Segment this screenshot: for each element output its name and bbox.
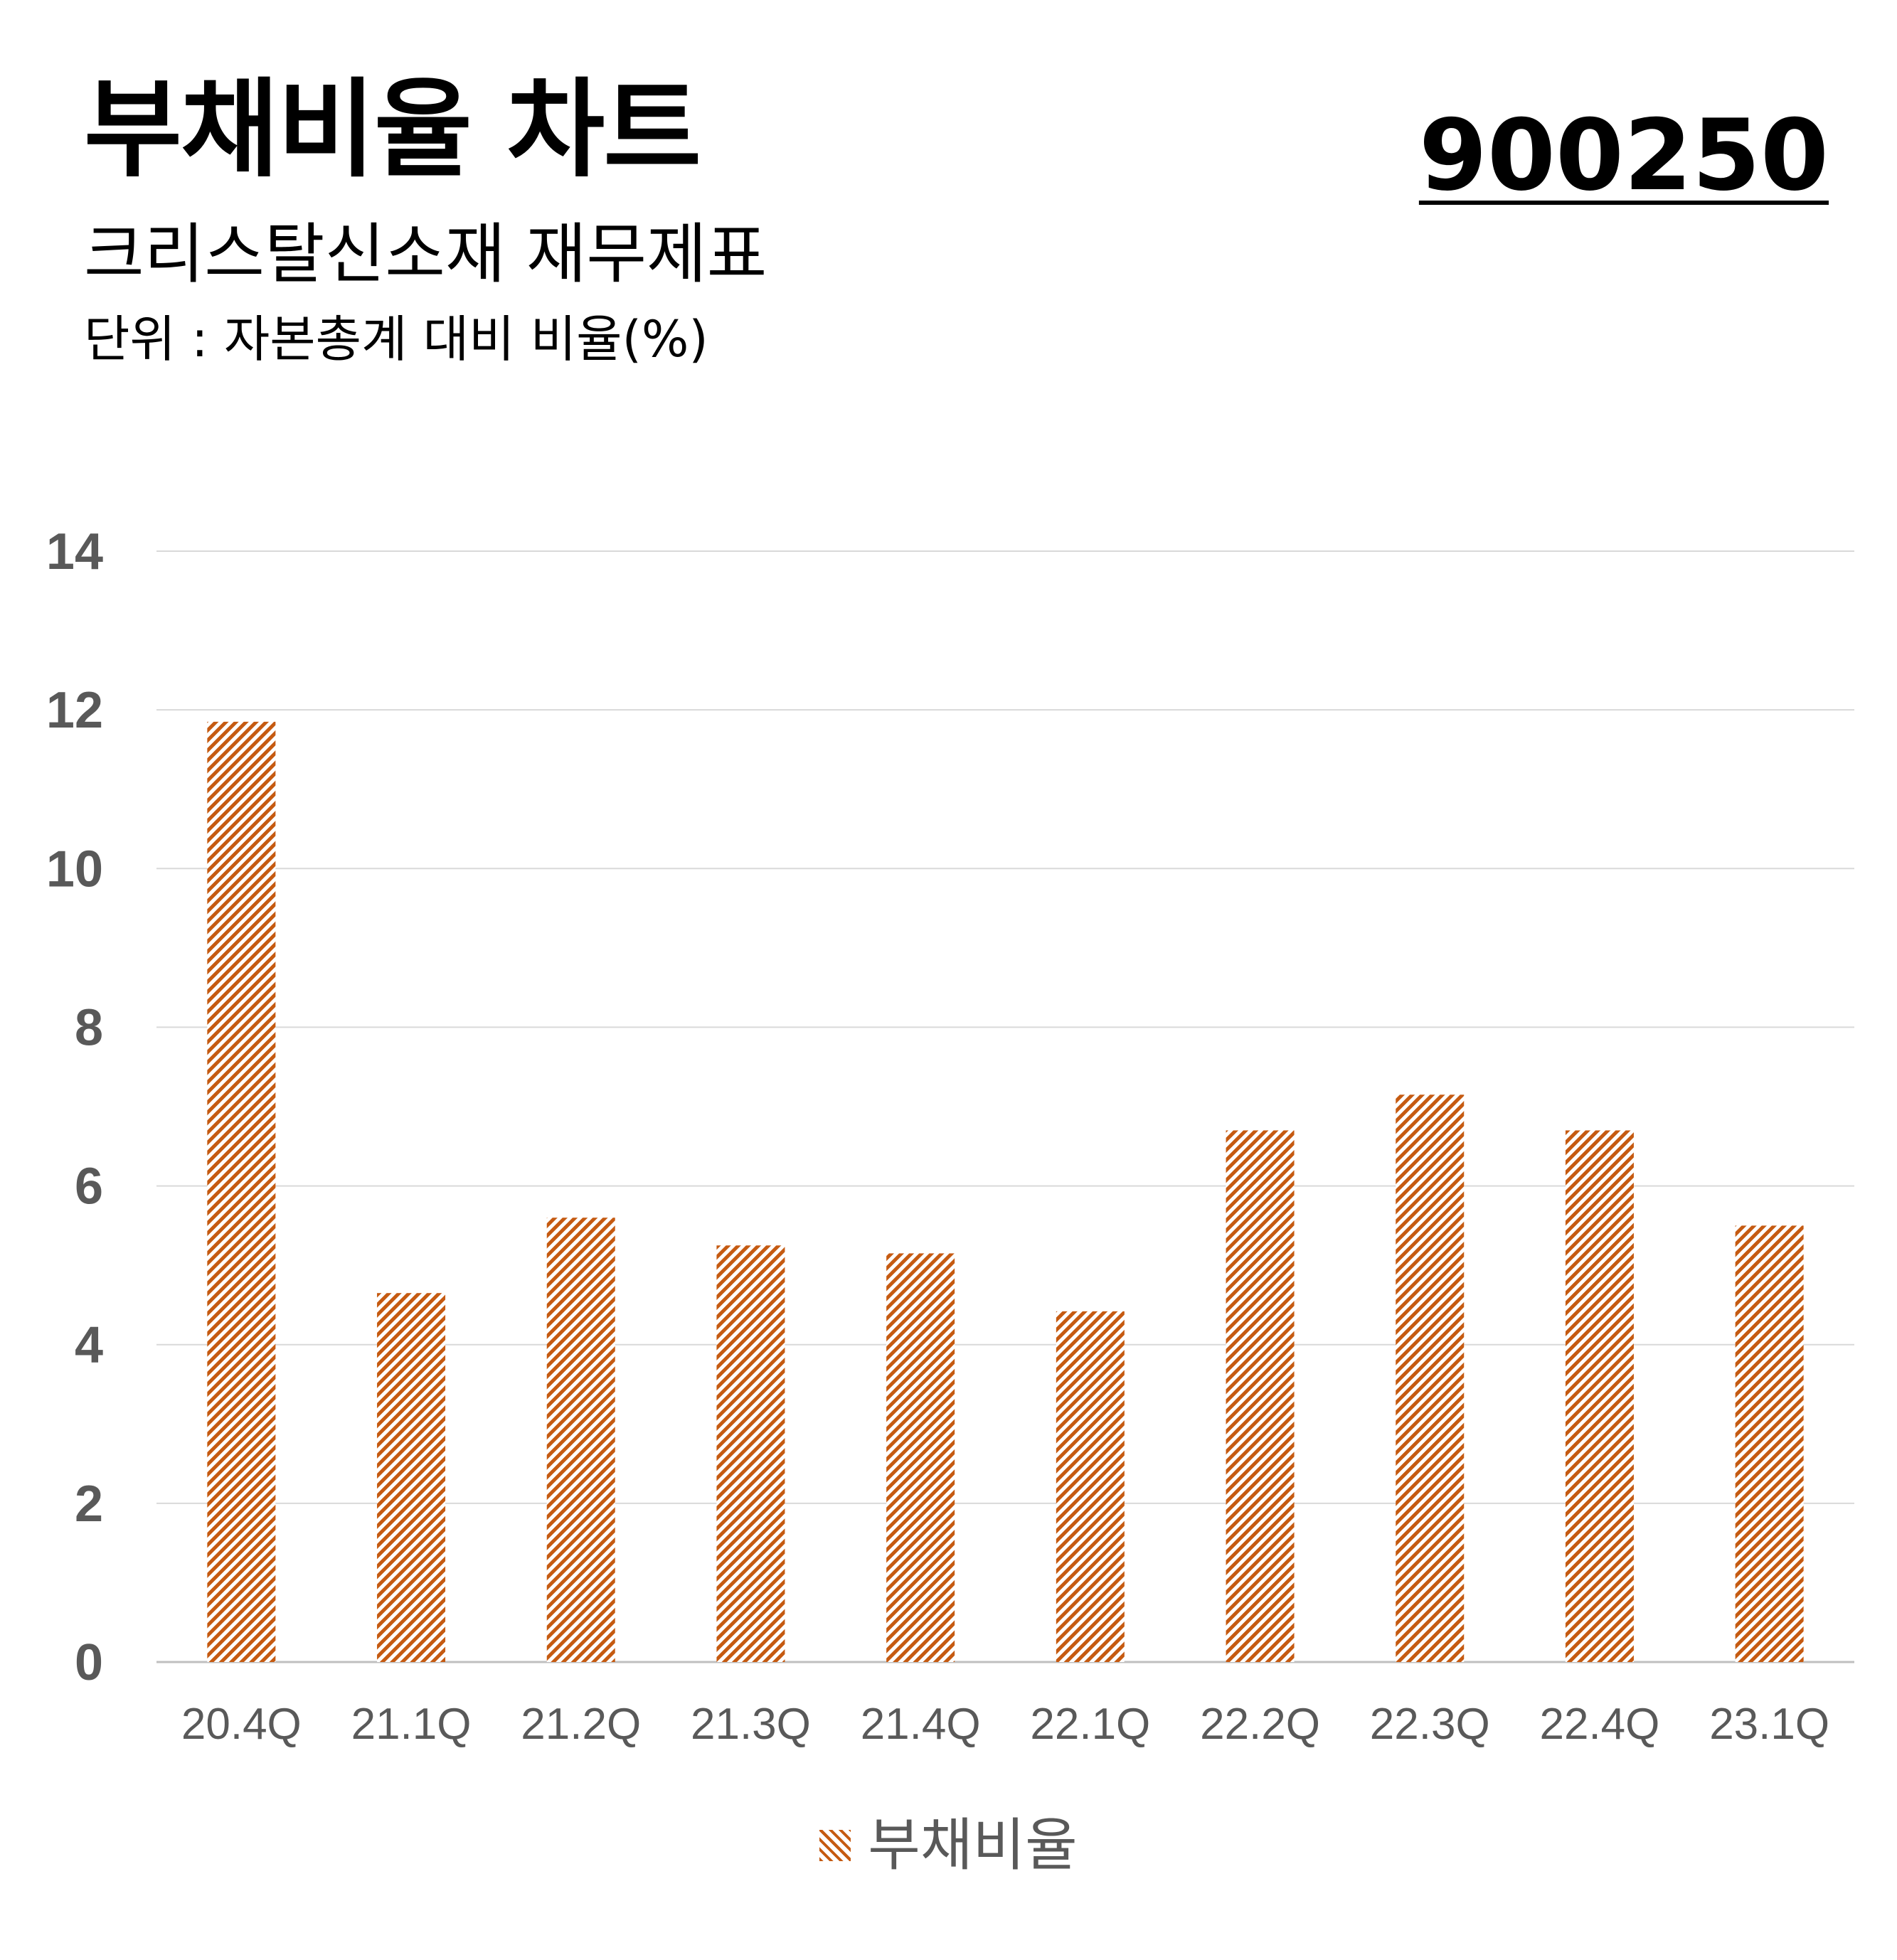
x-tick-label: 22.1Q xyxy=(1030,1700,1150,1749)
bar xyxy=(716,1245,785,1662)
bars xyxy=(207,721,1804,1662)
y-tick-label: 14 xyxy=(46,523,103,580)
x-tick-label: 23.1Q xyxy=(1709,1700,1829,1749)
x-tick-label: 20.4Q xyxy=(181,1700,302,1749)
bar xyxy=(377,1293,446,1662)
x-tick-label: 22.4Q xyxy=(1539,1700,1659,1749)
legend-label: 부채비율 xyxy=(868,1812,1078,1878)
x-tick-label: 21.2Q xyxy=(521,1700,641,1749)
y-tick-label: 12 xyxy=(46,682,103,739)
bar xyxy=(1396,1094,1465,1662)
y-axis-ticks: 0 2 4 6 8 10 12 14 xyxy=(46,523,103,1691)
bar xyxy=(1226,1130,1295,1662)
x-tick-label: 21.4Q xyxy=(861,1700,981,1749)
y-tick-label: 6 xyxy=(75,1159,103,1215)
bar xyxy=(1056,1311,1125,1662)
y-tick-label: 4 xyxy=(75,1317,103,1374)
chart-subtitle: 크리스탈신소재 재무제표 xyxy=(84,216,767,292)
bar xyxy=(886,1253,955,1662)
bar xyxy=(1735,1225,1804,1662)
x-tick-label: 22.2Q xyxy=(1200,1700,1320,1749)
y-tick-label: 0 xyxy=(75,1634,103,1691)
unit-label: 단위 : 자본총계 대비 비율(%) xyxy=(84,310,708,368)
x-tick-label: 21.3Q xyxy=(691,1700,811,1749)
y-tick-label: 2 xyxy=(75,1476,103,1533)
x-tick-label: 21.1Q xyxy=(351,1700,472,1749)
legend-swatch xyxy=(819,1830,851,1862)
chart-title: 부채비율 차트 xyxy=(84,68,701,192)
x-axis-ticks: 20.4Q 21.1Q 21.2Q 21.3Q 21.4Q 22.1Q 22.2Q 22.3Q… xyxy=(181,1700,1829,1749)
bar xyxy=(207,721,276,1662)
bar xyxy=(1565,1130,1634,1662)
y-tick-label: 8 xyxy=(75,999,103,1056)
legend: 부채비율 xyxy=(0,1817,1897,1874)
y-tick-label: 10 xyxy=(46,841,103,898)
bar xyxy=(546,1218,615,1662)
x-tick-label: 22.3Q xyxy=(1370,1700,1490,1749)
stock-code: 900250 xyxy=(1418,98,1829,213)
